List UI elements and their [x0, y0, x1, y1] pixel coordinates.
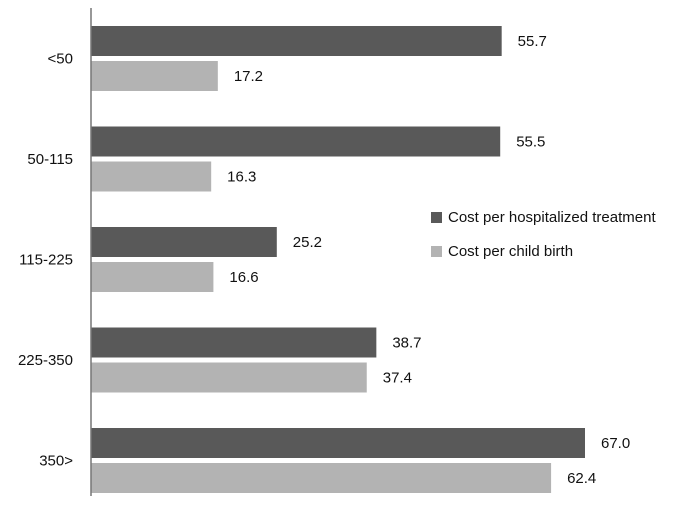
- bars-group: [91, 26, 585, 493]
- legend-swatch-treatment: [431, 212, 442, 223]
- value-label-childbirth-2: 16.6: [229, 269, 258, 286]
- value-label-treatment-4: 67.0: [601, 435, 630, 452]
- value-label-treatment-0: 55.7: [518, 33, 547, 50]
- value-label-childbirth-3: 37.4: [383, 370, 412, 387]
- bar-treatment-0: [91, 26, 502, 56]
- legend-swatch-childbirth: [431, 246, 442, 257]
- legend-label-childbirth: Cost per child birth: [448, 243, 573, 260]
- category-label-0: <50: [48, 51, 73, 68]
- value-labels-group: 55.7 17.2 55.5 16.3 25.2 16.6 38.7 37.4 67.0 62.4: [227, 33, 630, 487]
- bar-treatment-3: [91, 327, 377, 358]
- value-label-treatment-2: 25.2: [293, 234, 322, 251]
- value-label-treatment-1: 55.5: [516, 134, 545, 151]
- bar-childbirth-1: [91, 161, 212, 192]
- legend: Cost per hospitalized treatment Cost per…: [431, 209, 656, 260]
- value-label-treatment-3: 38.7: [392, 335, 421, 352]
- value-label-childbirth-0: 17.2: [234, 68, 263, 85]
- legend-label-treatment: Cost per hospitalized treatment: [448, 209, 656, 226]
- value-label-childbirth-4: 62.4: [567, 470, 596, 487]
- bar-treatment-4: [91, 428, 585, 458]
- category-labels-group: <50 50-115 115-225 225-350 350>: [18, 51, 73, 470]
- bar-treatment-2: [91, 227, 277, 257]
- bar-childbirth-0: [91, 61, 218, 91]
- category-label-3: 225-350: [18, 352, 73, 369]
- value-label-childbirth-1: 16.3: [227, 169, 256, 186]
- bar-treatment-1: [91, 126, 501, 157]
- category-label-1: 50-115: [27, 151, 73, 168]
- bar-childbirth-2: [91, 262, 214, 292]
- category-label-4: 350>: [39, 453, 73, 470]
- category-label-2: 115-225: [19, 252, 73, 269]
- bar-childbirth-4: [91, 463, 552, 493]
- bar-childbirth-3: [91, 362, 367, 393]
